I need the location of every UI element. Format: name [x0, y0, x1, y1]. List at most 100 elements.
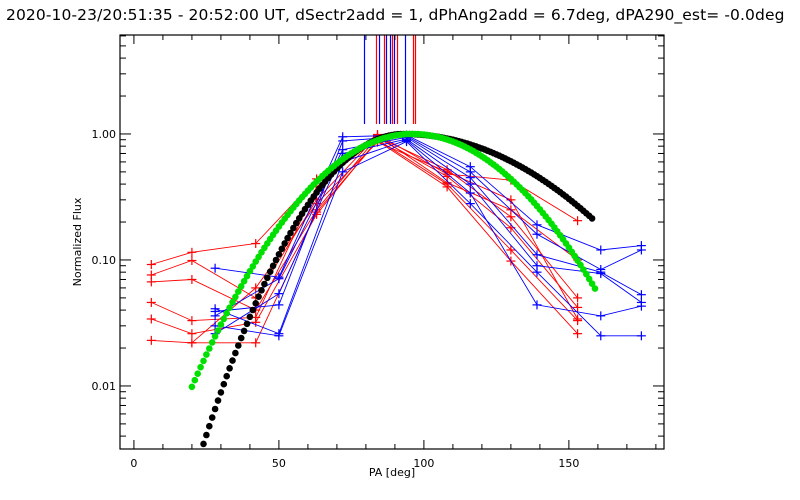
data-point — [187, 329, 197, 339]
data-point — [636, 331, 646, 341]
data-point — [636, 290, 646, 300]
model-dot — [232, 349, 239, 357]
model-dot — [252, 300, 259, 307]
model-dot — [208, 339, 216, 346]
data-point — [465, 179, 475, 189]
data-series — [146, 130, 646, 348]
model-dot — [200, 357, 207, 365]
model-dot — [278, 245, 286, 253]
model-dot — [217, 321, 225, 328]
data-point — [573, 293, 583, 303]
vertical-markers — [363, 35, 417, 124]
data-point — [596, 331, 606, 341]
data-point — [251, 338, 261, 348]
model-dot — [293, 219, 300, 227]
data-point — [210, 304, 220, 314]
model-dot — [206, 345, 213, 352]
series-line — [215, 141, 642, 337]
series-blue-6 — [210, 137, 646, 341]
model-dot — [211, 405, 219, 413]
model-dot — [192, 468, 199, 475]
model-dot — [255, 293, 262, 301]
model-dot — [223, 372, 230, 380]
model-dot — [197, 450, 204, 457]
model-dot — [258, 287, 265, 294]
model-dot — [229, 298, 236, 306]
model-dot — [220, 315, 228, 323]
model-dot — [237, 334, 245, 342]
data-point — [532, 250, 542, 260]
data-point — [573, 314, 583, 324]
plot-frame — [119, 34, 665, 450]
data-point — [573, 302, 583, 312]
series-red-3 — [146, 132, 583, 315]
series-line — [215, 134, 642, 278]
model-dot — [188, 383, 196, 391]
data-point — [274, 289, 284, 299]
model-dot — [235, 342, 242, 349]
model-dot — [585, 275, 593, 283]
model-dot — [290, 224, 297, 232]
model-dot — [261, 280, 268, 288]
model-dot — [264, 274, 271, 282]
data-point — [187, 316, 197, 326]
model-dot — [229, 357, 236, 364]
data-point — [274, 274, 284, 284]
y-axis-title: Normalized Flux — [71, 197, 84, 286]
y-tick-label: 0.01 — [92, 380, 117, 393]
data-point — [596, 269, 606, 279]
model-dot — [237, 283, 245, 290]
model-dot — [203, 431, 210, 439]
series-line — [214, 136, 642, 317]
data-point — [187, 247, 197, 257]
x-tick-label: 100 — [413, 457, 434, 470]
data-point — [532, 300, 542, 310]
model-dot — [243, 320, 251, 328]
model-dot — [214, 397, 222, 404]
model-dot — [223, 310, 230, 317]
data-point — [596, 245, 606, 255]
data-point — [187, 274, 197, 284]
data-point — [532, 229, 542, 239]
series-blue-2 — [210, 131, 646, 316]
data-point — [274, 300, 284, 310]
model-dot — [284, 234, 291, 242]
model-dot — [194, 459, 201, 466]
model-dot — [269, 262, 277, 270]
series-red-1 — [146, 130, 583, 270]
x-tick-label: 150 — [558, 457, 579, 470]
model-dot — [240, 277, 248, 285]
data-point — [251, 317, 261, 327]
data-point — [338, 167, 348, 177]
data-point — [573, 329, 583, 339]
model-dot — [200, 440, 207, 448]
model-dot — [275, 251, 283, 258]
data-point — [401, 137, 411, 147]
model-dot — [591, 285, 599, 292]
model-dot — [208, 414, 216, 421]
black-model — [192, 130, 596, 475]
model-dot — [588, 215, 596, 222]
model-dot — [240, 327, 248, 335]
data-point — [146, 335, 156, 345]
data-point — [532, 267, 542, 277]
data-point — [573, 216, 583, 226]
model-dot — [226, 365, 233, 372]
data-point — [187, 338, 197, 348]
data-point — [465, 188, 475, 198]
data-point — [465, 199, 475, 209]
model-dot — [197, 363, 204, 371]
data-point — [251, 239, 261, 249]
data-point — [210, 263, 220, 273]
x-axis-title: PA [deg] — [369, 466, 415, 479]
data-point — [187, 256, 197, 266]
model-dot — [211, 333, 219, 340]
model-dot — [232, 293, 239, 301]
model-dot — [246, 313, 254, 321]
data-point — [274, 331, 284, 341]
model-dot — [272, 256, 280, 264]
model-dot — [235, 288, 242, 295]
model-dot — [246, 267, 254, 275]
green-model — [188, 130, 599, 391]
data-point — [532, 220, 542, 230]
